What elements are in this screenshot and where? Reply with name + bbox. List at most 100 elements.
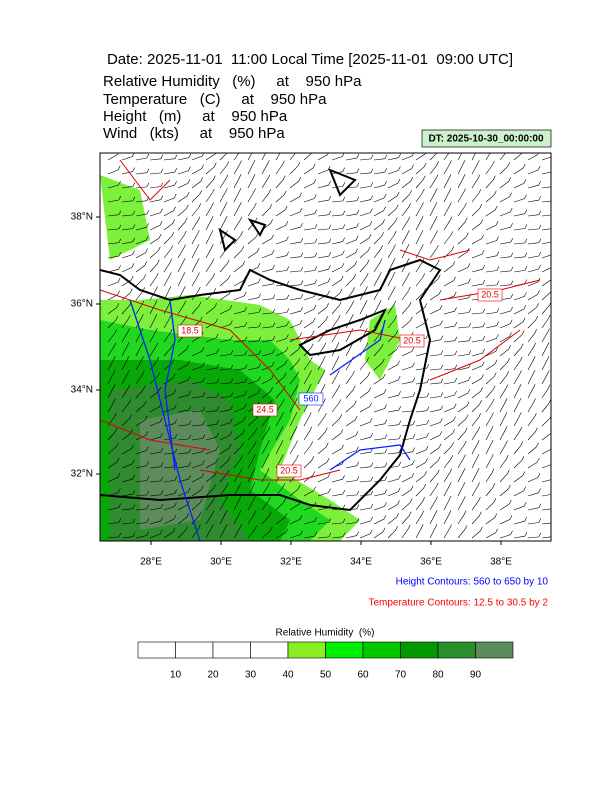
wind-barb bbox=[443, 429, 455, 441]
wind-barb bbox=[401, 377, 416, 385]
field-line: Height (m) at 950 hPa bbox=[103, 108, 288, 125]
wind-barb bbox=[499, 469, 510, 483]
contour-label-box bbox=[399, 334, 425, 348]
wind-barb bbox=[303, 209, 317, 217]
wind-barb bbox=[191, 203, 202, 217]
wind-barb bbox=[499, 266, 514, 273]
wind-barb bbox=[191, 473, 205, 483]
wind-barb bbox=[303, 317, 316, 329]
wind-barb bbox=[429, 216, 438, 231]
wind-barb bbox=[275, 385, 286, 399]
wind-barb bbox=[331, 384, 341, 399]
wind-barb bbox=[401, 230, 410, 245]
wind-barb bbox=[345, 518, 360, 525]
wind-barb bbox=[345, 446, 359, 455]
wind-barb bbox=[219, 392, 234, 399]
wind-barb bbox=[345, 400, 357, 413]
contour-label: 20.5 bbox=[280, 465, 298, 475]
wind-barb bbox=[261, 294, 276, 301]
wind-barb bbox=[345, 461, 360, 469]
wind-barb bbox=[121, 384, 131, 399]
wind-barb bbox=[317, 398, 326, 413]
wind-barb bbox=[149, 372, 161, 385]
wind-barb bbox=[121, 489, 136, 497]
dt-label: DT: 2025-10-30_00:00:00 bbox=[428, 134, 544, 145]
wind-barb bbox=[107, 473, 121, 483]
lon-label: 30°E bbox=[210, 557, 232, 568]
wind-barb bbox=[219, 405, 233, 413]
wind-barb bbox=[415, 230, 424, 245]
wind-barb bbox=[541, 370, 550, 385]
colorbar-box bbox=[212, 641, 251, 659]
wind-barb bbox=[345, 248, 358, 259]
wind-barb bbox=[541, 479, 551, 483]
wind-barb bbox=[429, 431, 443, 441]
wind-barb bbox=[485, 468, 495, 483]
wind-barb bbox=[471, 399, 482, 413]
wind-barb bbox=[261, 440, 270, 455]
wind-barb bbox=[163, 515, 177, 525]
wind-barb bbox=[401, 434, 416, 441]
wind-barb bbox=[359, 154, 374, 161]
wind-barb bbox=[121, 414, 133, 427]
wind-barb bbox=[541, 314, 551, 329]
wind-barb bbox=[331, 210, 346, 217]
wind-barb bbox=[163, 314, 172, 329]
wind-barb bbox=[527, 342, 537, 357]
wind-barb bbox=[205, 510, 215, 525]
wind-barb bbox=[359, 272, 369, 287]
wind-barb bbox=[359, 529, 373, 539]
wind-barb bbox=[163, 448, 178, 455]
wind-barb bbox=[485, 398, 495, 413]
wind-barb bbox=[513, 252, 528, 259]
wind-barb bbox=[177, 191, 190, 203]
wind-barb bbox=[261, 496, 271, 511]
wind-barb bbox=[443, 377, 458, 385]
wind-barb bbox=[527, 503, 542, 511]
wind-barb bbox=[485, 372, 497, 385]
wind-barb bbox=[149, 476, 164, 483]
wind-barb bbox=[527, 264, 541, 273]
wind-barb bbox=[149, 516, 163, 525]
wind-barb bbox=[121, 275, 134, 287]
wind-barb bbox=[359, 402, 372, 413]
wind-barb bbox=[121, 504, 136, 511]
wind-barb bbox=[163, 328, 173, 343]
wind-barb bbox=[513, 501, 527, 511]
wind-barb bbox=[275, 251, 289, 259]
wind-barb bbox=[107, 488, 121, 497]
wind-barb bbox=[485, 440, 494, 455]
wind-barb bbox=[499, 306, 513, 315]
wind-barb bbox=[317, 238, 332, 245]
wind-barb bbox=[219, 335, 233, 343]
wind-barb bbox=[149, 272, 159, 287]
wind-barb bbox=[149, 246, 161, 259]
wind-barb bbox=[513, 456, 525, 469]
wind-barb bbox=[499, 499, 512, 511]
wind-barb bbox=[345, 370, 355, 385]
wind-barb bbox=[275, 440, 284, 455]
wind-barb bbox=[247, 454, 256, 469]
wind-barb bbox=[499, 371, 509, 385]
contour-label: 20.5 bbox=[403, 335, 421, 345]
wind-barb bbox=[191, 164, 204, 175]
wind-barb bbox=[149, 328, 158, 343]
wind-barb bbox=[233, 336, 248, 343]
wind-barb bbox=[401, 164, 414, 175]
wind-barb bbox=[485, 454, 494, 469]
wind-barb bbox=[331, 356, 340, 371]
contour-label-box bbox=[252, 403, 278, 417]
contour-label-box bbox=[177, 324, 203, 338]
wind-barb bbox=[415, 524, 424, 539]
colorbar-box bbox=[175, 641, 214, 659]
wind-barb bbox=[471, 308, 486, 315]
wind-barb bbox=[107, 384, 116, 399]
wind-barb bbox=[331, 153, 345, 161]
wind-barb bbox=[443, 336, 458, 343]
wind-barb bbox=[359, 476, 374, 483]
wind-barb bbox=[219, 418, 233, 427]
wind-barb bbox=[219, 202, 228, 217]
wind-barb bbox=[401, 460, 415, 469]
wind-barb bbox=[401, 258, 410, 273]
wind-barb bbox=[247, 389, 261, 399]
